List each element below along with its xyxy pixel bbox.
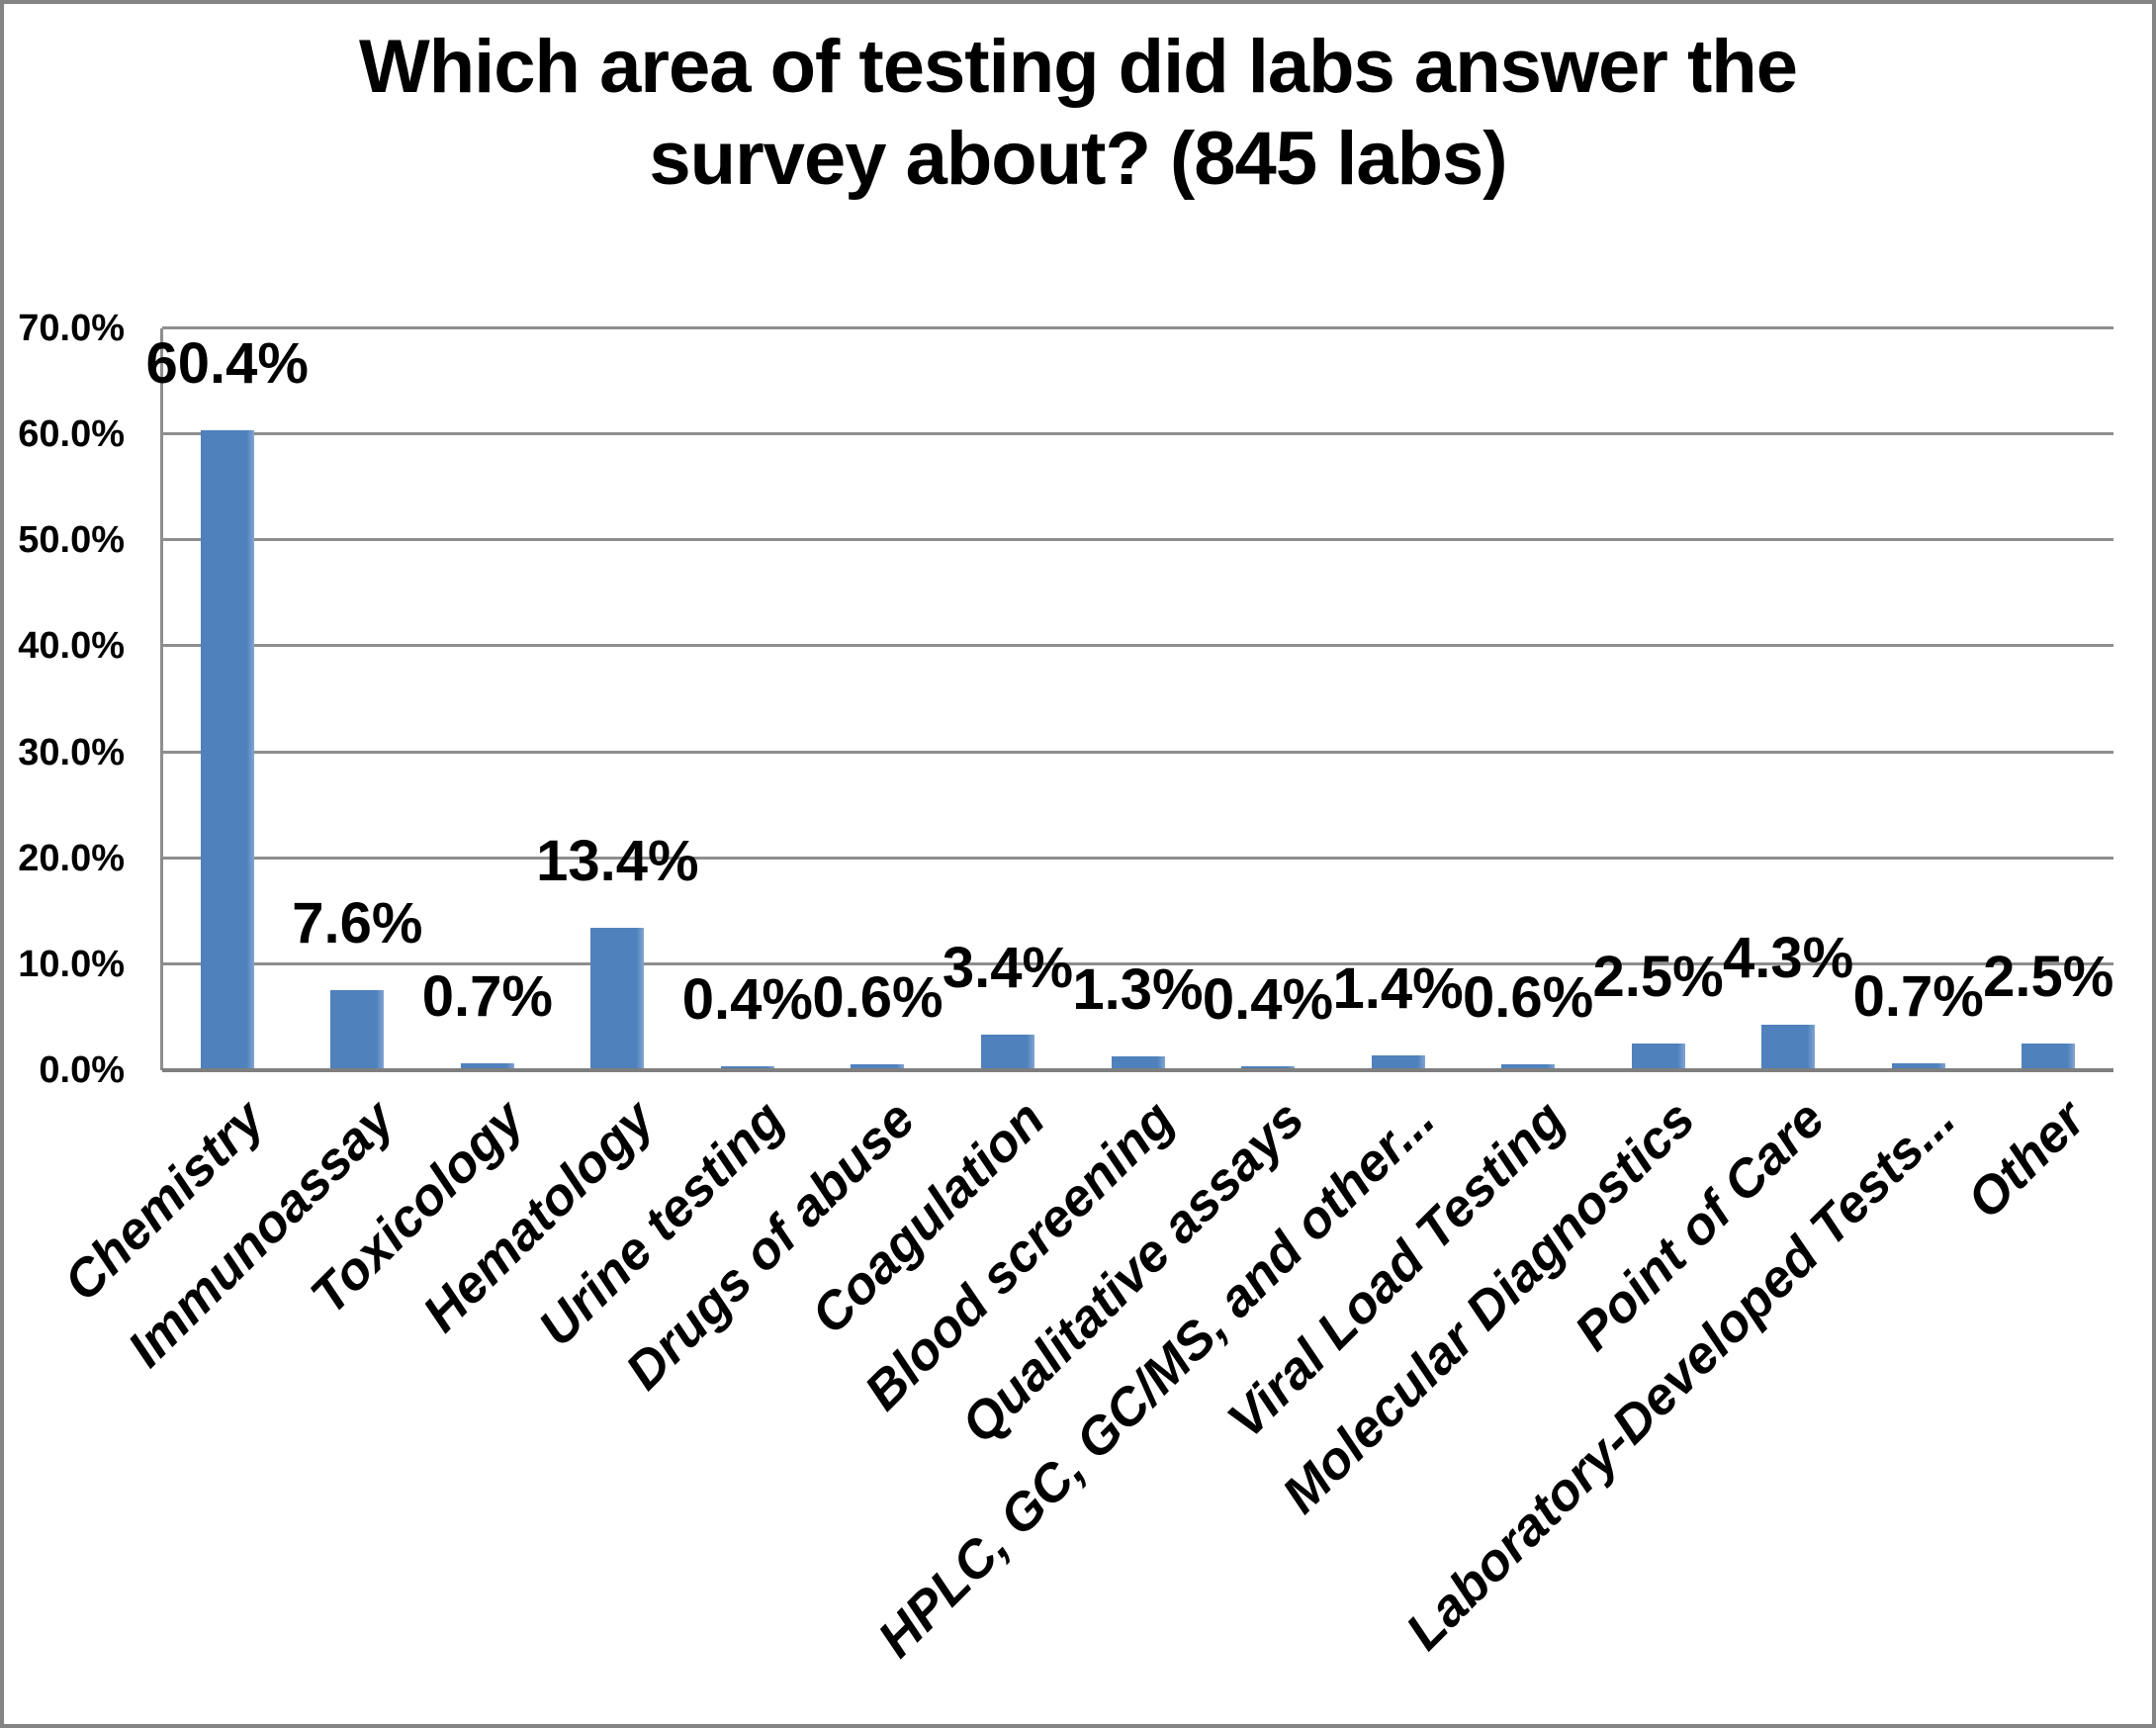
data-label-Immunoassay: 7.6% (292, 890, 423, 955)
y-tick-label-70.0%: 70.0% (18, 308, 125, 349)
chart-title: Which area of testing did labs answer th… (4, 22, 2152, 205)
bar-Coagulation (980, 1034, 1034, 1070)
y-tick-label-0.0%: 0.0% (39, 1049, 125, 1091)
x-category-label-Other: Other (1955, 1089, 2097, 1230)
gridline-70.0% (162, 326, 2113, 329)
gridline-40.0% (162, 644, 2113, 648)
bar-Chemistry (200, 429, 254, 1070)
plot-area: 60.4% 7.6% 0.7% 13.4% 0.4% 0.6% 3.4% 1.3% 0.4% 1.… (146, 326, 2114, 1072)
bar-Molecular Diagnostics (1631, 1044, 1685, 1070)
data-label-Molecular Diagnostics: 2.5% (1592, 945, 1724, 1010)
data-label-Hematology: 13.4% (536, 829, 699, 894)
bar-Toxicology (460, 1062, 514, 1070)
chart-title-line-2: survey about? (845 labs) (649, 116, 1507, 201)
data-label-Chemistry: 60.4% (145, 330, 309, 396)
bar-Viral Load Testing (1501, 1063, 1556, 1070)
data-label-Coagulation: 3.4% (942, 935, 1074, 1000)
y-axis-line (160, 328, 163, 1070)
bar-Drugs of abuse (851, 1063, 905, 1070)
x-axis-line (162, 1068, 2113, 1072)
data-label-Point of Care: 4.3% (1723, 925, 1854, 990)
y-tick-label-10.0%: 10.0% (18, 943, 125, 985)
data-label-Other: 2.5% (1983, 945, 2114, 1010)
gridline-10.0% (162, 961, 2113, 965)
data-label-HPLC, GC, GC/MS, and other...: 1.4% (1332, 956, 1464, 1021)
bar-Other (2021, 1044, 2076, 1070)
gridline-50.0% (162, 538, 2113, 542)
data-label-Blood screening: 1.3% (1072, 957, 1204, 1023)
gridline-20.0% (162, 856, 2113, 860)
bar-Blood screening (1111, 1056, 1165, 1070)
data-label-Qualitative assays: 0.4% (1202, 966, 1334, 1032)
bar-Hematology (590, 928, 645, 1070)
data-label-Toxicology: 0.7% (421, 963, 553, 1029)
gridline-30.0% (162, 750, 2113, 754)
bar-HPLC, GC, GC/MS, and other... (1371, 1055, 1425, 1070)
y-tick-label-60.0%: 60.0% (18, 413, 125, 456)
y-tick-label-50.0%: 50.0% (18, 519, 125, 562)
bar-Immunoassay (330, 989, 385, 1070)
data-label-Laboratory-Developed Tests...: 0.7% (1852, 963, 1984, 1029)
data-label-Urine testing: 0.4% (681, 966, 813, 1032)
y-tick-label-30.0%: 30.0% (18, 731, 125, 773)
data-label-Viral Load Testing: 0.6% (1462, 964, 1594, 1030)
data-label-Drugs of abuse: 0.6% (812, 964, 943, 1030)
chart-title-line-1: Which area of testing did labs answer th… (359, 25, 1798, 109)
bar-Urine testing (720, 1065, 774, 1070)
y-tick-label-40.0%: 40.0% (18, 625, 125, 668)
gridline-60.0% (162, 432, 2113, 436)
bar-Laboratory-Developed Tests... (1891, 1062, 1945, 1070)
y-tick-label-20.0%: 20.0% (18, 837, 125, 879)
bar-Point of Care (1761, 1024, 1816, 1070)
bar-Qualitative assays (1241, 1065, 1296, 1070)
